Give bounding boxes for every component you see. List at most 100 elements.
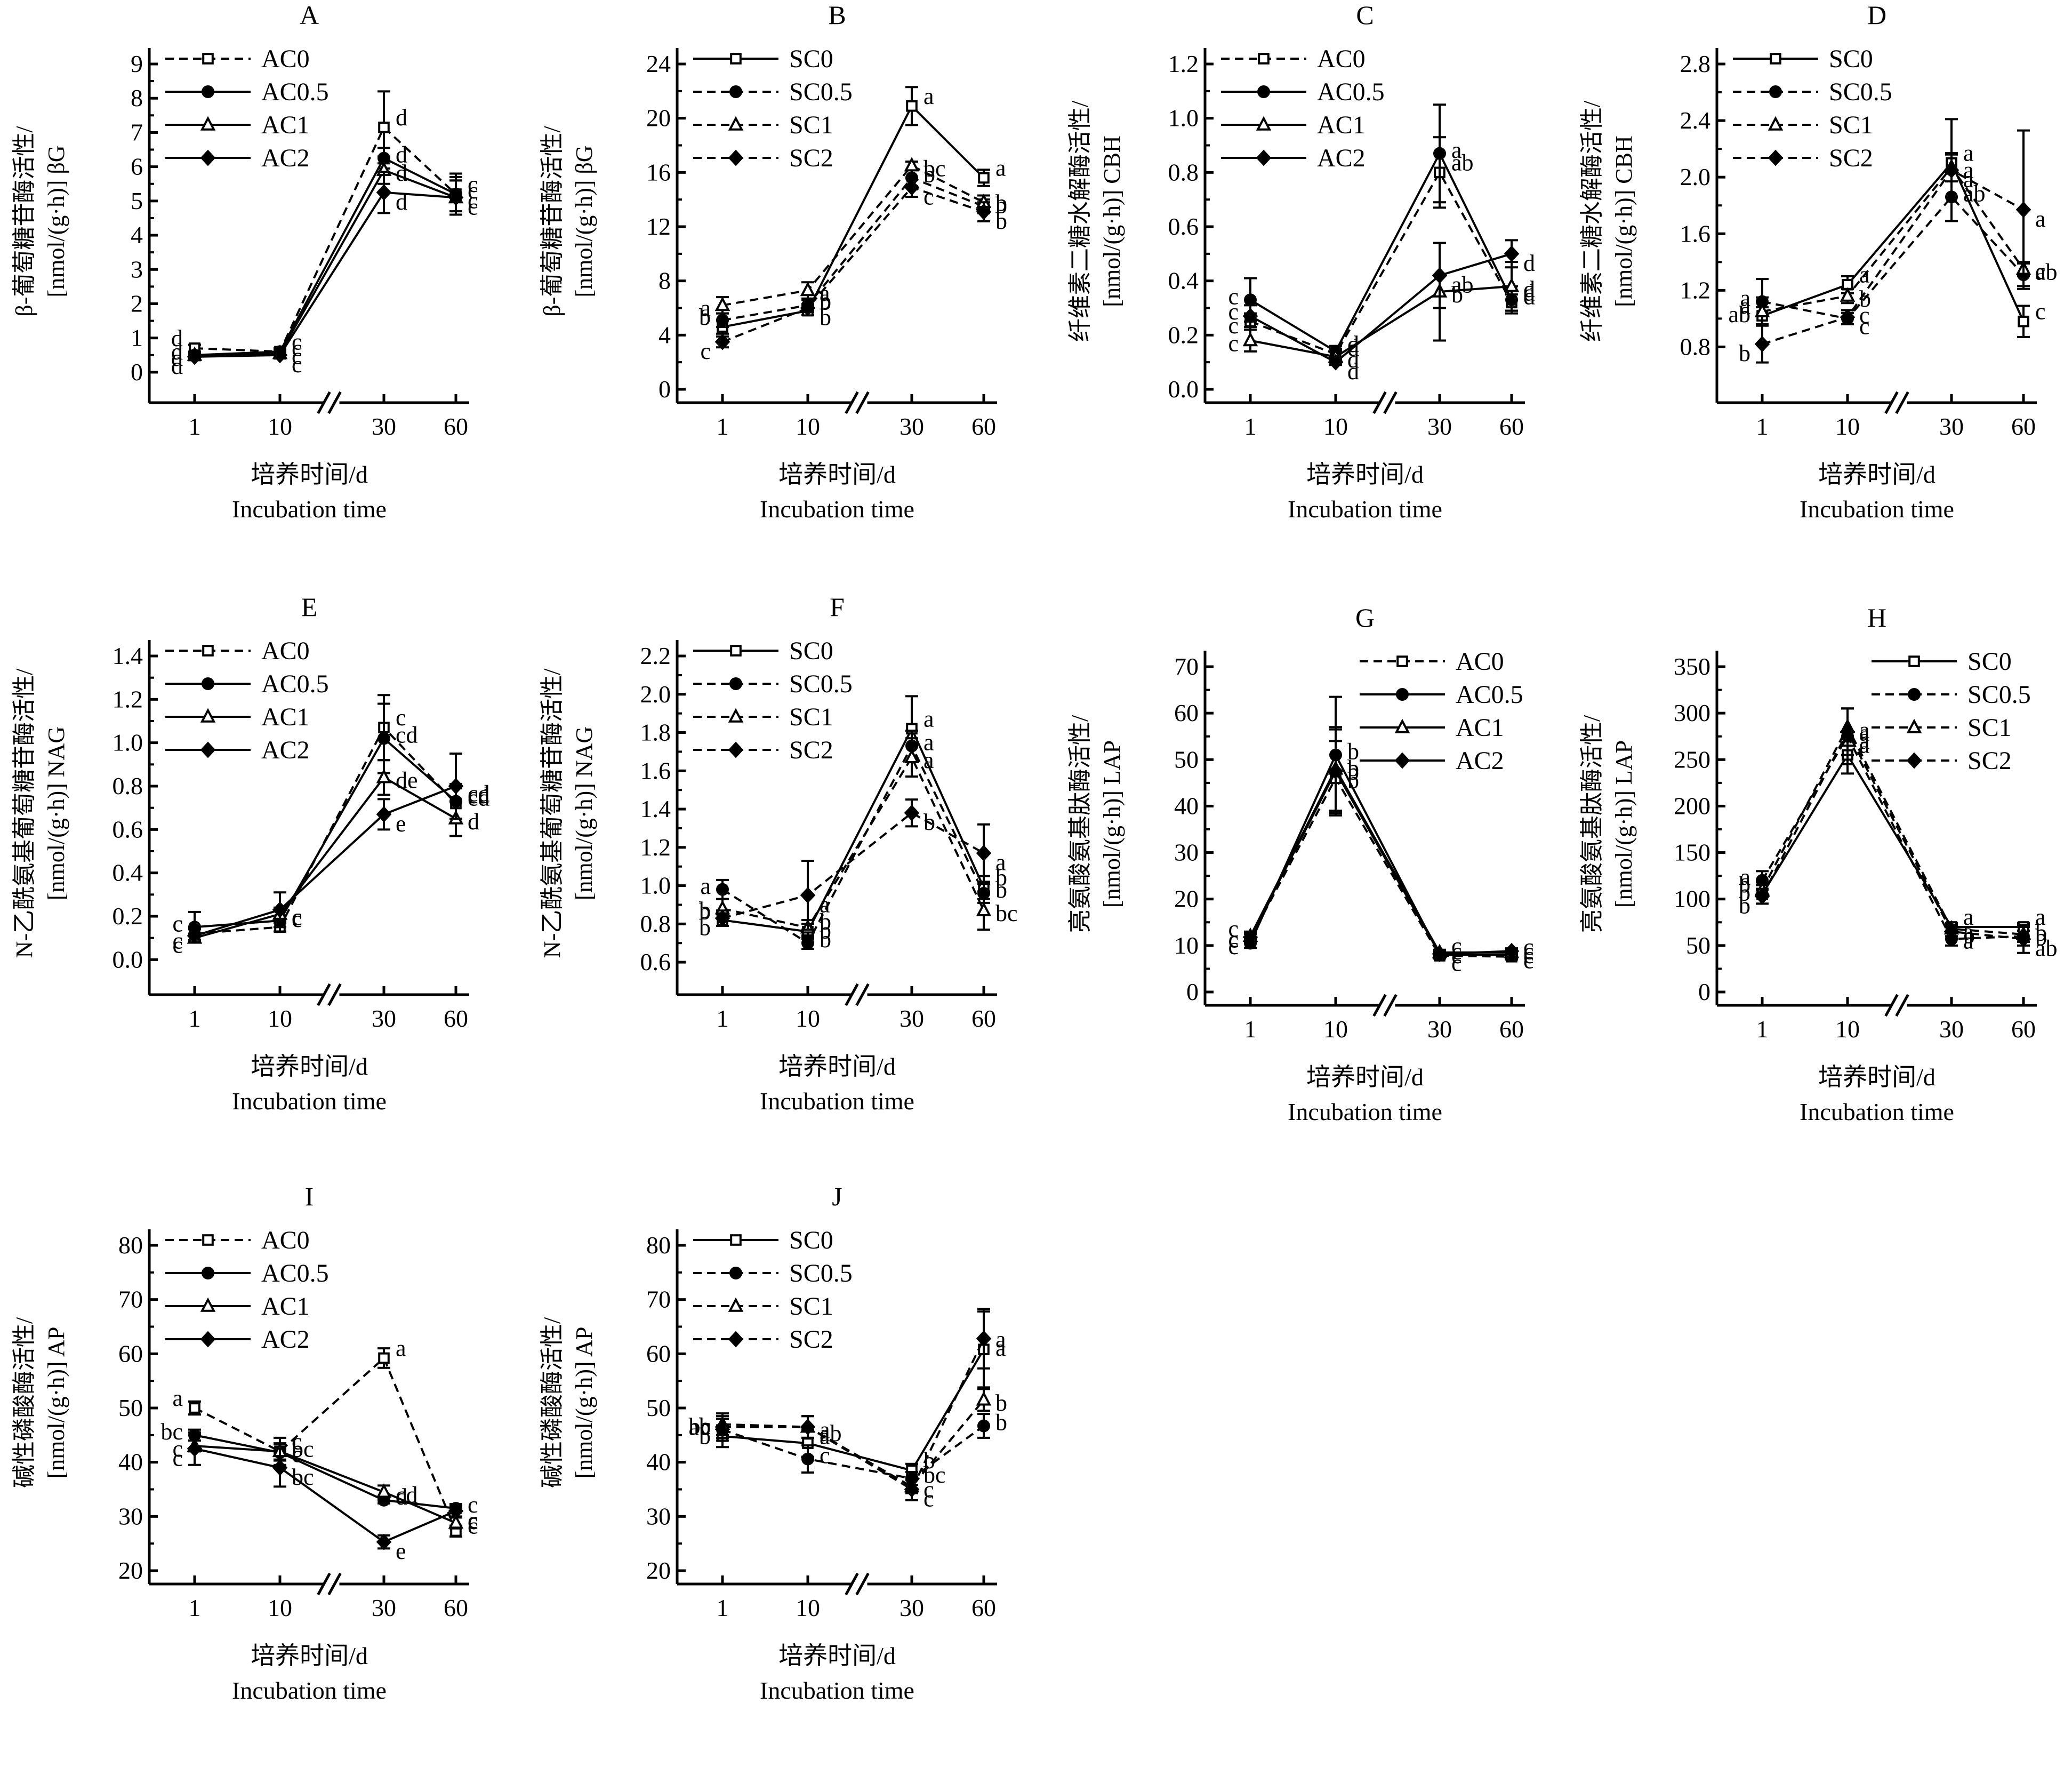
x-tick-label: 30: [1427, 1015, 1452, 1043]
y-tick-label: 60: [118, 1340, 143, 1367]
data-point: [800, 300, 816, 316]
y-tick-label: 1.0: [1168, 105, 1199, 132]
y-tick-label: 1.4: [640, 795, 671, 822]
data-point: [448, 1514, 464, 1529]
legend-marker: [1768, 149, 1784, 166]
series-SC2: b aca: [699, 1307, 1006, 1512]
axis-break-mark: [1383, 994, 1398, 1017]
significance-label: c: [2035, 258, 2046, 284]
significance-label: ab: [1451, 149, 1474, 175]
y-tick-label: 4: [658, 321, 671, 348]
series-line: [1250, 285, 1512, 358]
axis-break-mark: [327, 983, 342, 1006]
data-point: [1943, 162, 1959, 179]
legend-label: AC0: [1456, 647, 1504, 676]
data-point: [376, 1483, 392, 1498]
significance-label: a: [995, 155, 1006, 181]
y-tick-label: 60: [646, 1340, 671, 1367]
data-point: [448, 778, 464, 795]
significance-label: b: [1347, 755, 1359, 781]
series-SC0: b bab: [699, 695, 1007, 941]
legend-label: SC0.5: [789, 1259, 853, 1287]
series-line: [194, 737, 457, 929]
legend-label: SC0.5: [1829, 78, 1892, 106]
legend-label: SC0.5: [789, 78, 853, 106]
x-axis-title-en: Incubation time: [760, 495, 914, 523]
x-axis-title-cn: 培养时间/d: [251, 461, 368, 488]
y-tick-label: 80: [118, 1231, 143, 1259]
data-point: [1328, 763, 1344, 780]
legend-marker: [200, 1331, 216, 1348]
panel-title: I: [305, 1181, 314, 1211]
legend-marker: [1908, 688, 1921, 701]
series-line: [1250, 170, 1513, 356]
significance-label: c: [1228, 313, 1239, 339]
y-tick-label: 2.4: [1680, 107, 1711, 134]
legend-marker: [202, 1267, 214, 1279]
legend-marker: [728, 1297, 744, 1312]
y-axis-title: 纤维素二糖水解酶活性/: [1579, 100, 1605, 342]
y-tick-label: 0.4: [113, 859, 143, 886]
significance-label: b: [1739, 879, 1750, 906]
significance-label: b: [1739, 340, 1750, 366]
legend-label: SC0: [1967, 647, 2012, 676]
significance-label: ab: [2035, 935, 2058, 962]
data-point: [800, 282, 816, 297]
y-axis-title: β-葡萄糖苷酶活性/: [539, 126, 565, 317]
y-tick-label: 20: [646, 105, 671, 132]
panel-title: H: [1867, 603, 1886, 633]
significance-label: a: [1963, 918, 1974, 945]
significance-label: cd: [396, 1482, 418, 1508]
legend-label: AC0.5: [261, 1259, 329, 1287]
data-point: [904, 1481, 920, 1498]
y-axis-unit: [nmol/(g·h)] βG: [571, 145, 597, 297]
y-tick-label: 0.8: [640, 910, 671, 937]
significance-label: c: [396, 705, 406, 731]
chart-svg-I: I 碱性磷酸酶活性/[nmol/(g·h)] AP 20 30 40 50 60 70 80 1 1…: [11, 1181, 478, 1704]
data-point: [376, 184, 392, 201]
y-tick-label: 1.2: [113, 685, 143, 713]
x-tick-label: 1: [1756, 413, 1769, 440]
y-tick-label: 350: [1674, 653, 1710, 680]
data-point: [1840, 309, 1856, 326]
x-axis-title-cn: 培养时间/d: [778, 461, 896, 488]
x-tick-label: 60: [444, 1594, 468, 1621]
legend-marker: [1256, 149, 1272, 166]
y-axis-unit: [nmol/(g·h)] NAG: [43, 726, 69, 900]
y-tick-label: 2.0: [1680, 163, 1711, 190]
significance-label: d: [1523, 279, 1535, 306]
significance-label: c: [292, 904, 302, 930]
legend-label: AC0: [1317, 45, 1366, 73]
significance-label: b: [699, 304, 711, 330]
series-line: [1249, 753, 1512, 956]
data-point: [1242, 332, 1258, 347]
y-tick-label: 0.2: [113, 902, 143, 930]
y-tick-label: 4: [131, 221, 143, 249]
data-point: [1840, 287, 1856, 302]
axis-break-mark: [1884, 391, 1899, 414]
significance-label: b: [699, 1413, 711, 1439]
significance-label: ab: [1728, 301, 1750, 327]
significance-label: c: [1228, 933, 1239, 959]
legend-marker: [200, 116, 216, 131]
significance-label: bc: [160, 1419, 183, 1445]
data-point: [272, 901, 288, 918]
legend-label: AC1: [1456, 714, 1504, 742]
significance-label: b: [699, 1423, 711, 1450]
legend-label: AC2: [1317, 144, 1366, 172]
y-tick-label: 50: [646, 1394, 671, 1421]
data-point: [904, 179, 920, 196]
series-line: [1762, 169, 2024, 346]
significance-label: c: [1523, 947, 1534, 973]
significance-label: b: [1963, 923, 1975, 949]
significance-label: a: [700, 295, 711, 321]
x-tick-label: 10: [1323, 413, 1348, 440]
significance-label: b: [2035, 924, 2047, 950]
x-axis-title-en: Incubation time: [1288, 495, 1442, 523]
significance-label: c: [172, 910, 183, 937]
data-point: [977, 1419, 990, 1433]
axis-break-mark: [317, 391, 331, 414]
legend-label: SC2: [789, 144, 833, 172]
legend-marker: [1394, 718, 1410, 733]
